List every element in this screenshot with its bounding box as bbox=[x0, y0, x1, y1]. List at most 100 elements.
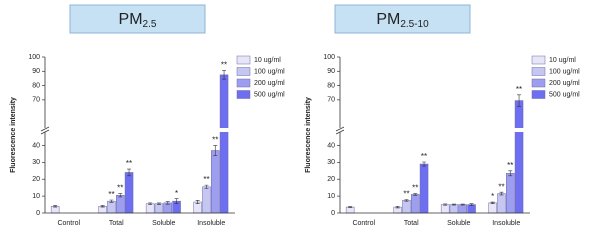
bar bbox=[488, 202, 497, 214]
bar bbox=[211, 150, 220, 214]
y-tick-label: 30 bbox=[327, 159, 335, 166]
x-tick-label: Total bbox=[404, 220, 419, 227]
x-tick-label: Soluble bbox=[152, 220, 175, 227]
significance-label: * bbox=[175, 189, 178, 198]
bar bbox=[458, 204, 467, 214]
y-tick-label: 100 bbox=[323, 54, 335, 61]
bar bbox=[107, 200, 116, 214]
significance-label: ** bbox=[403, 190, 409, 199]
error-bar bbox=[148, 202, 153, 205]
y-tick-label: 90 bbox=[327, 68, 335, 75]
bar bbox=[124, 172, 134, 214]
significance-label: * bbox=[491, 192, 494, 201]
error-bar bbox=[460, 203, 465, 206]
significance-label: ** bbox=[516, 85, 522, 94]
legend-swatch bbox=[236, 90, 251, 99]
x-tick-label: Control bbox=[57, 220, 80, 227]
chart-title: PM2.5 bbox=[119, 11, 157, 29]
axis-break-gap bbox=[41, 128, 235, 132]
legend-swatch bbox=[236, 55, 251, 65]
significance-label: ** bbox=[203, 175, 209, 184]
y-tick-label: 10 bbox=[327, 193, 335, 200]
error-bar bbox=[508, 170, 513, 177]
y-tick-label: 90 bbox=[32, 68, 40, 75]
error-bar bbox=[499, 191, 504, 196]
legend-swatch bbox=[531, 67, 546, 76]
significance-label: ** bbox=[421, 152, 427, 161]
significance-label: ** bbox=[507, 161, 513, 170]
title-subscript: 2.5-10 bbox=[400, 19, 429, 30]
error-bar bbox=[156, 202, 161, 205]
error-bar bbox=[404, 199, 409, 202]
legend-label: 200 ug/ml bbox=[549, 80, 580, 87]
error-bar bbox=[53, 205, 58, 208]
y-axis-label: Fluorescence intensity bbox=[10, 97, 17, 173]
error-bar bbox=[451, 203, 456, 206]
y-tick-label: 70 bbox=[327, 97, 335, 104]
error-bar bbox=[443, 203, 448, 206]
legend-label: 200 ug/ml bbox=[254, 80, 285, 87]
error-bar bbox=[195, 200, 200, 205]
legend-swatch bbox=[531, 90, 546, 99]
x-tick-label: Soluble bbox=[447, 220, 470, 227]
legend-swatch bbox=[236, 78, 251, 88]
figure: PM2.5 Fluorescence intensity 0 10 20 30 40 70 80… bbox=[10, 4, 580, 227]
y-tick-label: 70 bbox=[32, 97, 40, 104]
axis-break-mark bbox=[40, 126, 50, 135]
significance-label: ** bbox=[412, 184, 418, 193]
y-tick-label: 100 bbox=[28, 54, 40, 61]
x-tick-label: Total bbox=[109, 220, 124, 227]
significance-label: ** bbox=[498, 182, 504, 191]
bar bbox=[440, 204, 450, 214]
error-bar bbox=[118, 193, 123, 198]
error-bar bbox=[174, 198, 179, 205]
x-tick-label: Insoluble bbox=[492, 220, 520, 227]
y-tick-label: 10 bbox=[32, 193, 40, 200]
significance-label: ** bbox=[126, 159, 132, 168]
bar bbox=[449, 204, 459, 214]
error-bar bbox=[109, 199, 114, 203]
axis-break-mark bbox=[335, 126, 345, 135]
bar bbox=[506, 173, 515, 214]
error-bar bbox=[213, 145, 218, 156]
error-bar bbox=[413, 193, 418, 196]
bar bbox=[219, 74, 229, 214]
bar bbox=[202, 186, 211, 214]
significance-label: ** bbox=[117, 184, 123, 193]
y-tick-label: 20 bbox=[327, 176, 335, 183]
significance-label: ** bbox=[221, 61, 227, 70]
y-tick-label: 0 bbox=[331, 210, 335, 217]
y-tick-label: 0 bbox=[36, 210, 40, 217]
error-bar bbox=[517, 94, 522, 107]
y-tick-label: 30 bbox=[32, 159, 40, 166]
axis-break-gap bbox=[336, 128, 530, 132]
x-tick-label: Control bbox=[352, 220, 375, 227]
x-tick-label: Insoluble bbox=[197, 220, 225, 227]
error-bar bbox=[100, 205, 105, 208]
legend-label: 100 ug/ml bbox=[254, 68, 285, 75]
bar bbox=[411, 194, 420, 214]
legend-label: 500 ug/ml bbox=[254, 91, 285, 98]
bar bbox=[116, 195, 125, 214]
legend-swatch bbox=[531, 78, 546, 88]
legend-swatch bbox=[531, 55, 546, 65]
bar bbox=[514, 100, 524, 214]
title-main: PM bbox=[119, 11, 143, 28]
title-box bbox=[334, 4, 471, 34]
chart-title: PM2.5-10 bbox=[376, 11, 429, 29]
y-axis-label: Fluorescence intensity bbox=[305, 97, 312, 173]
bar bbox=[145, 203, 155, 214]
error-bar bbox=[165, 201, 170, 205]
y-tick-label: 80 bbox=[32, 82, 40, 89]
error-bar bbox=[395, 205, 400, 209]
y-tick-label: 40 bbox=[327, 142, 335, 149]
bar bbox=[419, 163, 429, 214]
bar bbox=[402, 200, 411, 214]
y-tick-label: 80 bbox=[327, 82, 335, 89]
legend-label: 10 ug/ml bbox=[254, 57, 281, 64]
significance-label: ** bbox=[108, 190, 114, 199]
error-bar bbox=[490, 201, 495, 205]
y-tick-label: 40 bbox=[32, 142, 40, 149]
legend-label: 500 ug/ml bbox=[549, 91, 580, 98]
error-bar bbox=[222, 70, 227, 80]
